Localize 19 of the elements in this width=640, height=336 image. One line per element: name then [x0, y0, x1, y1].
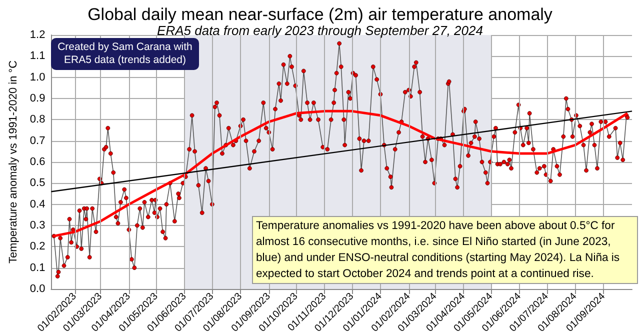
annotation: Created by Sam Carana with ERA5 data (trends added)	[51, 38, 199, 70]
annotation: Temperature anomalies vs 1991-2020 have been above about 0.5°C for almost 16 consecutive months, i.e. since El Niño started (in June 2023, blue) and under ENSO-neutral conditions (starting May 2024). La Niña is expected to start October 2024 and trends point at a continued rise.	[252, 216, 638, 284]
y-tick-label: 0.8	[30, 114, 46, 126]
y-tick-label: 0.0	[30, 282, 46, 295]
y-tick-label: 0.5	[30, 177, 46, 190]
y-tick-label: 1.1	[30, 50, 46, 62]
y-tick-label: 0.1	[30, 262, 46, 274]
y-tick-label: 1.0	[30, 71, 46, 84]
chart-subtitle: ERA5 data from early 2023 through September 27, 2024	[157, 23, 483, 38]
chart-title: Global daily mean near-surface (2m) air temperature anomaly	[88, 5, 553, 24]
y-tick-label: 0.7	[30, 134, 46, 147]
y-tick-label: 0.9	[30, 92, 46, 104]
y-tick-label: 0.3	[30, 219, 46, 232]
y-tick-label: 0.2	[30, 240, 46, 253]
y-tick-label: 0.6	[30, 156, 46, 168]
y-tick-label: 1.2	[30, 29, 46, 41]
y-tick-label: 0.4	[30, 198, 46, 210]
line-series	[52, 110, 629, 238]
y-axis-title: Temperature anomaly vs 1991-2020 in °C	[8, 60, 20, 264]
